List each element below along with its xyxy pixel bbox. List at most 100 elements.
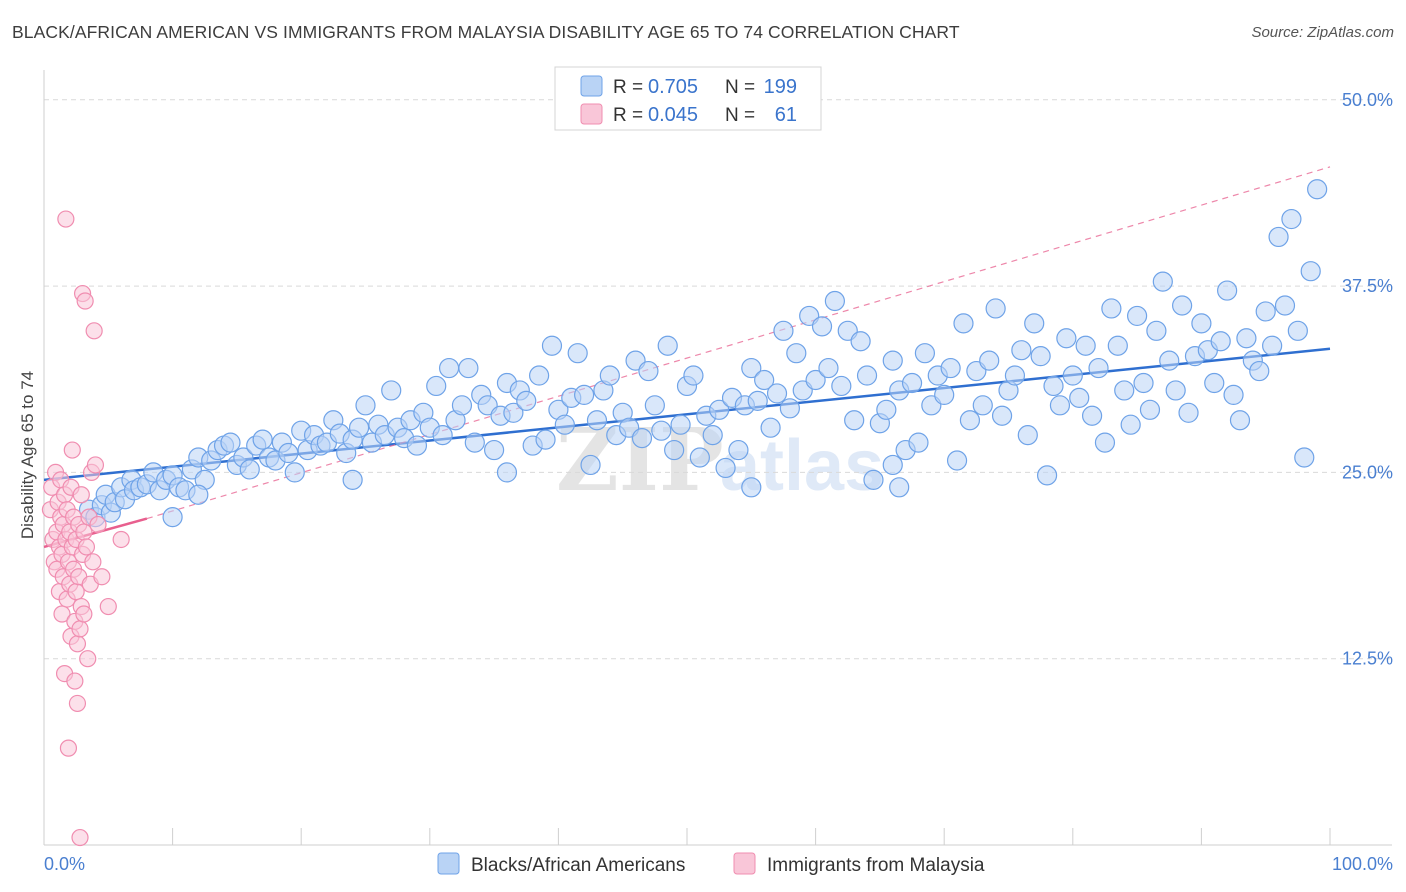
grid-layer (44, 99, 1392, 660)
data-point (426, 375, 447, 397)
data-point (66, 672, 84, 690)
data-point (464, 432, 485, 453)
legend-n-value: 199 (764, 76, 797, 98)
data-point (959, 410, 981, 431)
data-point (342, 469, 363, 490)
data-point (1255, 301, 1276, 322)
data-point (754, 369, 775, 391)
data-point (728, 439, 749, 461)
data-point (651, 420, 672, 441)
legend-row-blue: R = 0.705 N = 199 (580, 75, 797, 98)
data-point (1300, 261, 1321, 282)
data-point (1017, 425, 1038, 446)
data-point (188, 484, 209, 505)
x-tick-label: 100.0% (1332, 854, 1393, 874)
data-point (284, 462, 305, 483)
data-point (1294, 447, 1315, 468)
data-point (1307, 179, 1328, 200)
data-point (1249, 360, 1270, 382)
data-point (657, 335, 678, 356)
data-point (1101, 298, 1122, 319)
data-point (1094, 432, 1116, 453)
data-point (1287, 320, 1308, 341)
data-point (683, 365, 704, 386)
data-point (1210, 331, 1231, 352)
y-tick-label: 37.5% (1342, 276, 1393, 296)
data-point (985, 298, 1006, 319)
data-point (1191, 313, 1212, 334)
data-point (162, 507, 183, 528)
data-point (818, 357, 839, 379)
bottom-legend-swatch-blue (437, 852, 460, 875)
data-point (57, 210, 75, 228)
data-point (406, 435, 428, 456)
data-point (580, 454, 601, 476)
data-point (84, 553, 102, 571)
data-point (355, 395, 376, 416)
data-point (715, 457, 736, 479)
data-point (882, 454, 903, 476)
legend-r-value: 0.705 (648, 76, 698, 98)
data-point (1223, 384, 1244, 406)
data-point (741, 477, 762, 498)
bottom-legend-swatch-pink (733, 852, 756, 875)
data-point (979, 350, 1000, 371)
data-point (79, 650, 97, 668)
data-point (458, 357, 479, 379)
data-point (93, 568, 111, 586)
data-point (77, 538, 96, 556)
data-point (747, 390, 768, 411)
data-point (1139, 399, 1161, 420)
data-point (529, 365, 550, 386)
data-point (850, 331, 871, 352)
legend-r-label: R = (613, 105, 643, 126)
data-point (484, 439, 505, 461)
data-point (438, 357, 460, 379)
trend-line (43, 347, 1331, 482)
data-point (844, 410, 865, 431)
data-point (1159, 350, 1180, 371)
data-point (824, 290, 845, 312)
data-point (278, 442, 299, 464)
x-tick-label: 0.0% (44, 854, 85, 874)
data-point (831, 375, 852, 397)
data-point (1172, 295, 1193, 316)
bottom-legend: Blacks/African Americans Immigrants from… (437, 852, 985, 876)
data-point (914, 343, 936, 364)
data-point (71, 620, 89, 638)
data-point (496, 462, 518, 483)
points-layer (41, 179, 1328, 847)
data-point (76, 292, 94, 310)
data-point (451, 395, 473, 416)
data-point (702, 425, 723, 446)
legend-n-value: 61 (775, 104, 797, 126)
data-point (670, 414, 691, 435)
legend-n-label: N = (725, 77, 755, 98)
data-point (940, 357, 961, 379)
data-point (1229, 410, 1251, 431)
data-point (1030, 346, 1051, 367)
data-point (631, 428, 653, 449)
data-point (516, 390, 537, 411)
data-point (741, 357, 762, 379)
data-point (89, 515, 107, 534)
data-point (541, 335, 563, 356)
data-point (811, 316, 833, 337)
data-point (503, 402, 524, 423)
data-point (1024, 313, 1045, 334)
data-point (760, 417, 781, 438)
source-note: Source: ZipAtlas.com (1251, 24, 1394, 41)
y-tick-label: 50.0% (1342, 90, 1393, 110)
data-point (75, 605, 93, 623)
data-point (779, 398, 800, 419)
data-point (239, 459, 260, 480)
data-point (876, 399, 897, 420)
data-point (53, 605, 71, 623)
data-point (567, 343, 588, 364)
y-tick-label: 25.0% (1342, 462, 1393, 482)
data-point (1036, 465, 1058, 486)
data-point (86, 456, 105, 474)
data-point (1062, 365, 1083, 386)
y-axis-label: Disability Age 65 to 74 (18, 371, 37, 539)
legend: R = 0.705 N = 199 R = 0.045 N = 61 (554, 66, 822, 131)
